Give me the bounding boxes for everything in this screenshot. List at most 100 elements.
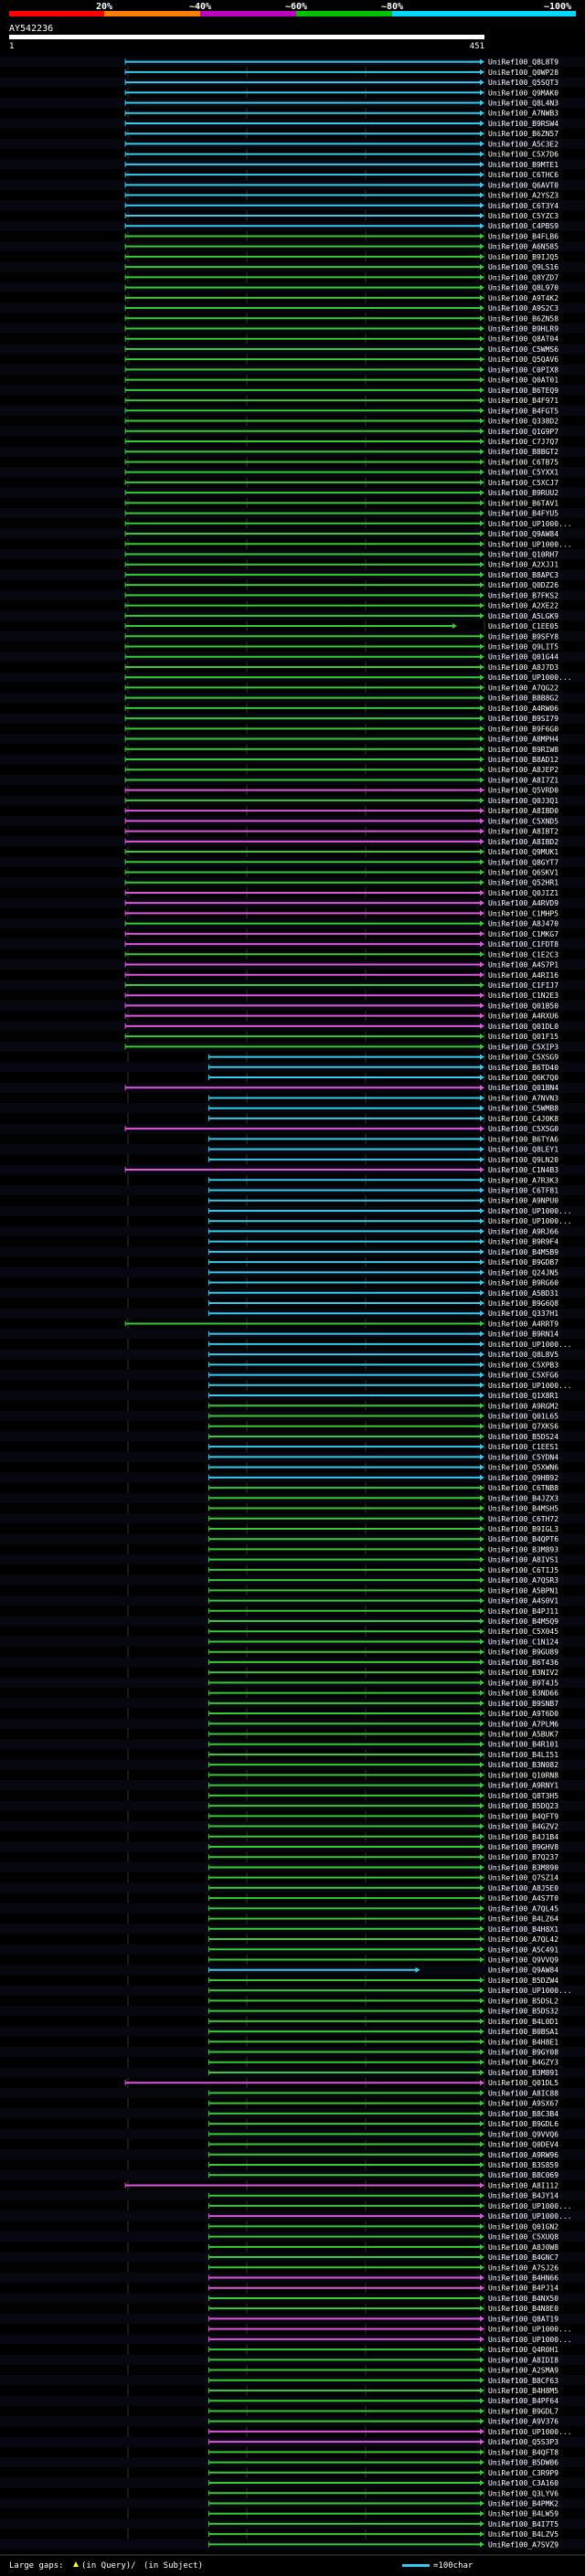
hit-label[interactable]: UniRef100_Q1X8R1: [488, 1392, 558, 1400]
hit-label[interactable]: UniRef100_B6TEQ9: [488, 387, 558, 395]
hit-label[interactable]: UniRef100_Q52HR1: [488, 879, 558, 887]
hit-label[interactable]: UniRef100_C1FDT8: [488, 940, 558, 949]
hit-label[interactable]: UniRef100_B3S859: [488, 2161, 558, 2169]
hit-label[interactable]: UniRef100_A8JEP2: [488, 766, 558, 774]
hit-label[interactable]: UniRef100_A7SVZ9: [488, 2540, 558, 2549]
hit-label[interactable]: UniRef100_B5DS32: [488, 2008, 558, 2016]
hit-label[interactable]: UniRef100_Q01F15: [488, 1033, 558, 1041]
hit-label[interactable]: UniRef100_B4M5B9: [488, 1248, 558, 1256]
hit-label[interactable]: UniRef100_B9SFY8: [488, 632, 558, 641]
hit-label[interactable]: UniRef100_A5LGK9: [488, 612, 558, 620]
hit-label[interactable]: UniRef100_A7PLM6: [488, 1720, 558, 1728]
hit-label[interactable]: UniRef100_B4FGT5: [488, 407, 558, 415]
hit-label[interactable]: UniRef100_B4I7T5: [488, 2520, 558, 2528]
hit-label[interactable]: UniRef100_C5WMB8: [488, 1105, 558, 1113]
hit-label[interactable]: UniRef100_A4RRT9: [488, 1320, 558, 1328]
hit-label[interactable]: UniRef100_Q0DZ26: [488, 581, 558, 589]
hit-label[interactable]: UniRef100_Q01L65: [488, 1412, 558, 1420]
hit-label[interactable]: UniRef100_A7QL42: [488, 1935, 558, 1944]
hit-label[interactable]: UniRef100_B4LZ64: [488, 1915, 558, 1924]
hit-label[interactable]: UniRef100_UP1000...: [488, 1217, 572, 1225]
hit-label[interactable]: UniRef100_Q8L970: [488, 284, 558, 292]
hit-label[interactable]: UniRef100_C6THC6: [488, 171, 558, 179]
hit-label[interactable]: UniRef100_B3M893: [488, 1545, 558, 1553]
hit-label[interactable]: UniRef100_B3ND66: [488, 1690, 558, 1698]
hit-label[interactable]: UniRef100_B9GDL7: [488, 2407, 558, 2415]
hit-label[interactable]: UniRef100_Q01B50: [488, 1002, 558, 1010]
hit-label[interactable]: UniRef100_B6TAV1: [488, 499, 558, 507]
hit-label[interactable]: UniRef100_B6ZN58: [488, 314, 558, 323]
hit-label[interactable]: UniRef100_B9RSW4: [488, 120, 558, 128]
hit-label[interactable]: UniRef100_A8MPH4: [488, 736, 558, 744]
hit-label[interactable]: UniRef100_Q338D2: [488, 418, 558, 426]
hit-label[interactable]: UniRef100_C6TH72: [488, 1515, 558, 1523]
hit-label[interactable]: UniRef100_Q8AT19: [488, 2315, 558, 2323]
hit-label[interactable]: UniRef100_B9F6G0: [488, 725, 558, 733]
hit-label[interactable]: UniRef100_A4RW06: [488, 705, 558, 713]
hit-label[interactable]: UniRef100_B5DW06: [488, 2459, 558, 2467]
hit-label[interactable]: UniRef100_B9GDB7: [488, 1258, 558, 1267]
hit-label[interactable]: UniRef100_B9HLR9: [488, 324, 558, 333]
hit-label[interactable]: UniRef100_C1MKG7: [488, 930, 558, 938]
hit-label[interactable]: UniRef100_C1E2C3: [488, 950, 558, 959]
hit-label[interactable]: UniRef100_B9RIW8: [488, 746, 558, 754]
hit-label[interactable]: UniRef100_Q8GYT7: [488, 858, 558, 866]
hit-label[interactable]: UniRef100_UP1000...: [488, 673, 572, 682]
hit-label[interactable]: UniRef100_C5YZC3: [488, 212, 558, 220]
hit-label[interactable]: UniRef100_Q5S3P3: [488, 2438, 558, 2446]
hit-label[interactable]: UniRef100_Q8L4N3: [488, 100, 558, 108]
hit-label[interactable]: UniRef100_A9V376: [488, 2418, 558, 2426]
hit-label[interactable]: UniRef100_B9SNB7: [488, 1700, 558, 1708]
hit-label[interactable]: UniRef100_C5X7D6: [488, 151, 558, 159]
hit-label[interactable]: UniRef100_B6ZN57: [488, 130, 558, 138]
hit-label[interactable]: UniRef100_B9G6Q8: [488, 1299, 558, 1308]
hit-label[interactable]: UniRef100_B4HN66: [488, 2274, 558, 2283]
hit-label[interactable]: UniRef100_C3R9P9: [488, 2469, 558, 2477]
hit-label[interactable]: UniRef100_A2SMA9: [488, 2367, 558, 2375]
hit-label[interactable]: UniRef100_B9RN14: [488, 1330, 558, 1339]
hit-label[interactable]: UniRef100_A6N585: [488, 243, 558, 251]
hit-label[interactable]: UniRef100_A4S7P1: [488, 961, 558, 970]
hit-label[interactable]: UniRef100_A4RI16: [488, 971, 558, 980]
hit-label[interactable]: UniRef100_A7R3K3: [488, 1176, 558, 1184]
hit-label[interactable]: UniRef100_B7Q237: [488, 1853, 558, 1861]
hit-label[interactable]: UniRef100_Q01BN4: [488, 1084, 558, 1092]
hit-label[interactable]: UniRef100_A8IC88: [488, 2089, 558, 2097]
hit-label[interactable]: UniRef100_Q01GN2: [488, 2222, 558, 2231]
hit-label[interactable]: UniRef100_A7SJ26: [488, 2263, 558, 2272]
hit-label[interactable]: UniRef100_Q10RH7: [488, 550, 558, 558]
hit-label[interactable]: UniRef100_UP1000...: [488, 2326, 572, 2334]
hit-label[interactable]: UniRef100_B4JZX3: [488, 1494, 558, 1502]
hit-label[interactable]: UniRef100_Q9AW84: [488, 530, 558, 538]
hit-label[interactable]: UniRef100_Q01DL5: [488, 2079, 558, 2087]
hit-label[interactable]: UniRef100_B6TD40: [488, 1064, 558, 1072]
hit-label[interactable]: UniRef100_C4PBS9: [488, 222, 558, 230]
hit-label[interactable]: UniRef100_Q9LIT5: [488, 643, 558, 652]
hit-label[interactable]: UniRef100_B8C069: [488, 2171, 558, 2179]
hit-label[interactable]: UniRef100_Q0AT01: [488, 376, 558, 385]
hit-label[interactable]: UniRef100_Q8YZD7: [488, 273, 558, 281]
hit-label[interactable]: UniRef100_B8B8G2: [488, 694, 558, 703]
hit-label[interactable]: UniRef100_B4LZV5: [488, 2530, 558, 2539]
hit-label[interactable]: UniRef100_Q0J3Q1: [488, 797, 558, 805]
hit-label[interactable]: UniRef100_Q9HB92: [488, 1474, 558, 1482]
hit-label[interactable]: UniRef100_Q9VVQ9: [488, 1956, 558, 1964]
hit-label[interactable]: UniRef100_Q9MUK1: [488, 848, 558, 856]
hit-label[interactable]: UniRef100_C3A160: [488, 2479, 558, 2487]
hit-label[interactable]: UniRef100_Q7XKS6: [488, 1423, 558, 1431]
hit-label[interactable]: UniRef100_A2YSZ3: [488, 192, 558, 200]
hit-label[interactable]: UniRef100_B4PJ14: [488, 2284, 558, 2293]
hit-label[interactable]: UniRef100_C1N2E3: [488, 991, 558, 1000]
hit-label[interactable]: UniRef100_C5XFG6: [488, 1372, 558, 1380]
hit-label[interactable]: UniRef100_Q5QAV6: [488, 355, 558, 364]
hit-label[interactable]: UniRef100_A2XJJ1: [488, 561, 558, 569]
hit-label[interactable]: UniRef100_C5XCJ7: [488, 479, 558, 487]
hit-label[interactable]: UniRef100_UP1000...: [488, 2428, 572, 2436]
hit-label[interactable]: UniRef100_B4H8E1: [488, 2038, 558, 2046]
hit-label[interactable]: UniRef100_UP1000...: [488, 1207, 572, 1215]
hit-label[interactable]: UniRef100_Q0WP28: [488, 69, 558, 77]
hit-label[interactable]: UniRef100_B9GU89: [488, 1648, 558, 1657]
hit-label[interactable]: UniRef100_A9RGM2: [488, 1402, 558, 1410]
hit-label[interactable]: UniRef100_B4J1B4: [488, 1833, 558, 1841]
hit-label[interactable]: UniRef100_B9IGL3: [488, 1525, 558, 1533]
